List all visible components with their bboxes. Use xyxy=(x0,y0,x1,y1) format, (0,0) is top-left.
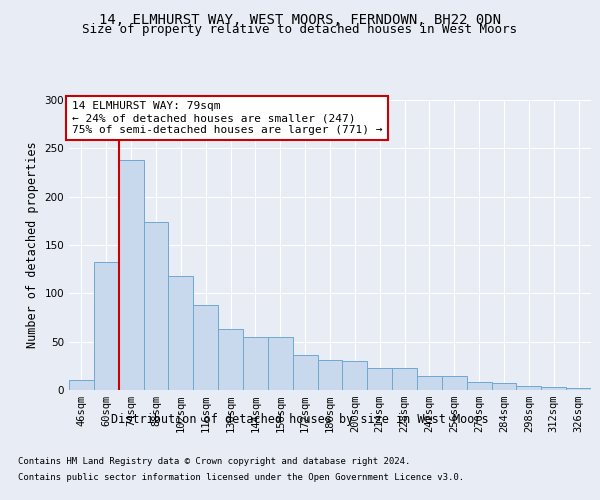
Bar xyxy=(94,262,119,390)
Bar xyxy=(69,380,94,390)
Bar xyxy=(367,368,392,390)
Text: Distribution of detached houses by size in West Moors: Distribution of detached houses by size … xyxy=(111,412,489,426)
Bar xyxy=(442,376,467,390)
Bar xyxy=(541,387,566,390)
Bar xyxy=(467,382,491,390)
Bar xyxy=(193,305,218,390)
Bar xyxy=(517,386,541,390)
Bar xyxy=(491,383,517,390)
Text: 14, ELMHURST WAY, WEST MOORS, FERNDOWN, BH22 0DN: 14, ELMHURST WAY, WEST MOORS, FERNDOWN, … xyxy=(99,12,501,26)
Bar xyxy=(392,368,417,390)
Text: Size of property relative to detached houses in West Moors: Size of property relative to detached ho… xyxy=(83,24,517,36)
Bar xyxy=(268,337,293,390)
Bar xyxy=(417,376,442,390)
Text: Contains public sector information licensed under the Open Government Licence v3: Contains public sector information licen… xyxy=(18,472,464,482)
Bar xyxy=(143,222,169,390)
Bar xyxy=(293,355,317,390)
Text: Contains HM Land Registry data © Crown copyright and database right 2024.: Contains HM Land Registry data © Crown c… xyxy=(18,458,410,466)
Bar xyxy=(119,160,143,390)
Bar xyxy=(566,388,591,390)
Bar xyxy=(218,329,243,390)
Bar xyxy=(317,360,343,390)
Bar xyxy=(343,361,367,390)
Bar xyxy=(169,276,193,390)
Y-axis label: Number of detached properties: Number of detached properties xyxy=(26,142,39,348)
Bar xyxy=(243,337,268,390)
Text: 14 ELMHURST WAY: 79sqm
← 24% of detached houses are smaller (247)
75% of semi-de: 14 ELMHURST WAY: 79sqm ← 24% of detached… xyxy=(71,102,382,134)
